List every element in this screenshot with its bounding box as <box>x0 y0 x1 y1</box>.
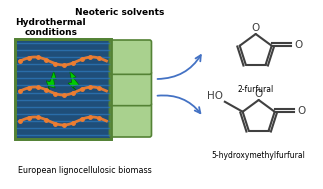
FancyBboxPatch shape <box>15 39 111 139</box>
Text: O: O <box>255 89 263 99</box>
FancyBboxPatch shape <box>109 71 151 106</box>
Text: 5-hydroxymethylfurfural: 5-hydroxymethylfurfural <box>212 151 306 160</box>
Text: European lignocellulosic biomass: European lignocellulosic biomass <box>18 166 151 175</box>
Text: HO: HO <box>207 91 223 101</box>
FancyBboxPatch shape <box>109 40 151 74</box>
Text: Neoteric solvents: Neoteric solvents <box>76 8 165 17</box>
Text: O: O <box>297 106 306 116</box>
Polygon shape <box>46 71 56 94</box>
Text: 2-furfural: 2-furfural <box>238 85 274 94</box>
Text: O: O <box>295 40 303 50</box>
FancyBboxPatch shape <box>109 103 151 137</box>
Text: Hydrothermal
conditions: Hydrothermal conditions <box>16 18 86 37</box>
Polygon shape <box>68 71 79 92</box>
Text: O: O <box>252 23 260 33</box>
